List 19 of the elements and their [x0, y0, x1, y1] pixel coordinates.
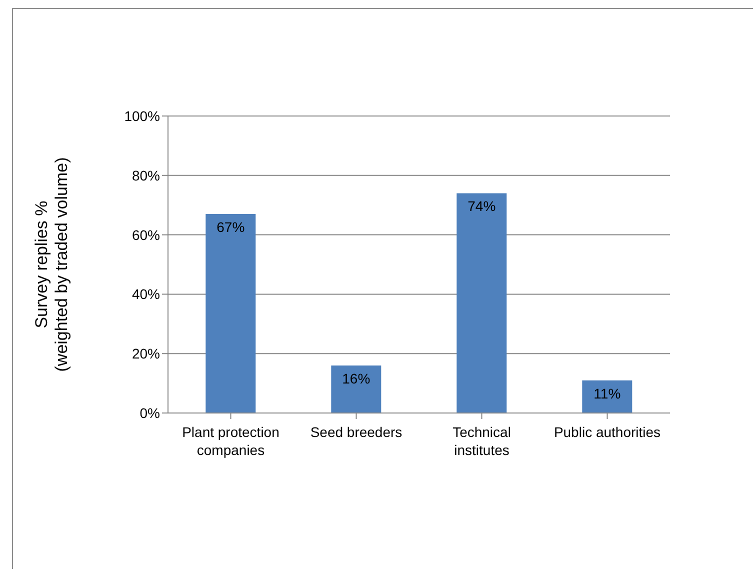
data-label: 74% — [468, 198, 496, 214]
y-tick-label: 20% — [132, 346, 160, 362]
data-label: 16% — [342, 370, 370, 386]
y-tick-label: 60% — [132, 226, 160, 243]
y-tick-label: 40% — [132, 286, 160, 302]
data-label: 11% — [594, 385, 621, 402]
y-tick-label: 100% — [124, 108, 160, 124]
bar — [582, 380, 632, 413]
bar — [456, 193, 507, 413]
y-axis-title: Survey replies % (weighted by traded volume) — [32, 157, 71, 372]
x-tick-label: Seed breeders — [310, 424, 402, 440]
y-tick-label: 80% — [132, 167, 160, 184]
x-tick-label: Plant protection companies — [182, 424, 280, 458]
data-label: 67% — [216, 218, 245, 235]
bar — [206, 214, 256, 413]
bar — [331, 365, 382, 413]
x-tick-label: Technical institutes — [452, 424, 511, 458]
x-tick-label: Public authorities — [554, 424, 661, 440]
y-tick-label: 0% — [140, 404, 160, 421]
